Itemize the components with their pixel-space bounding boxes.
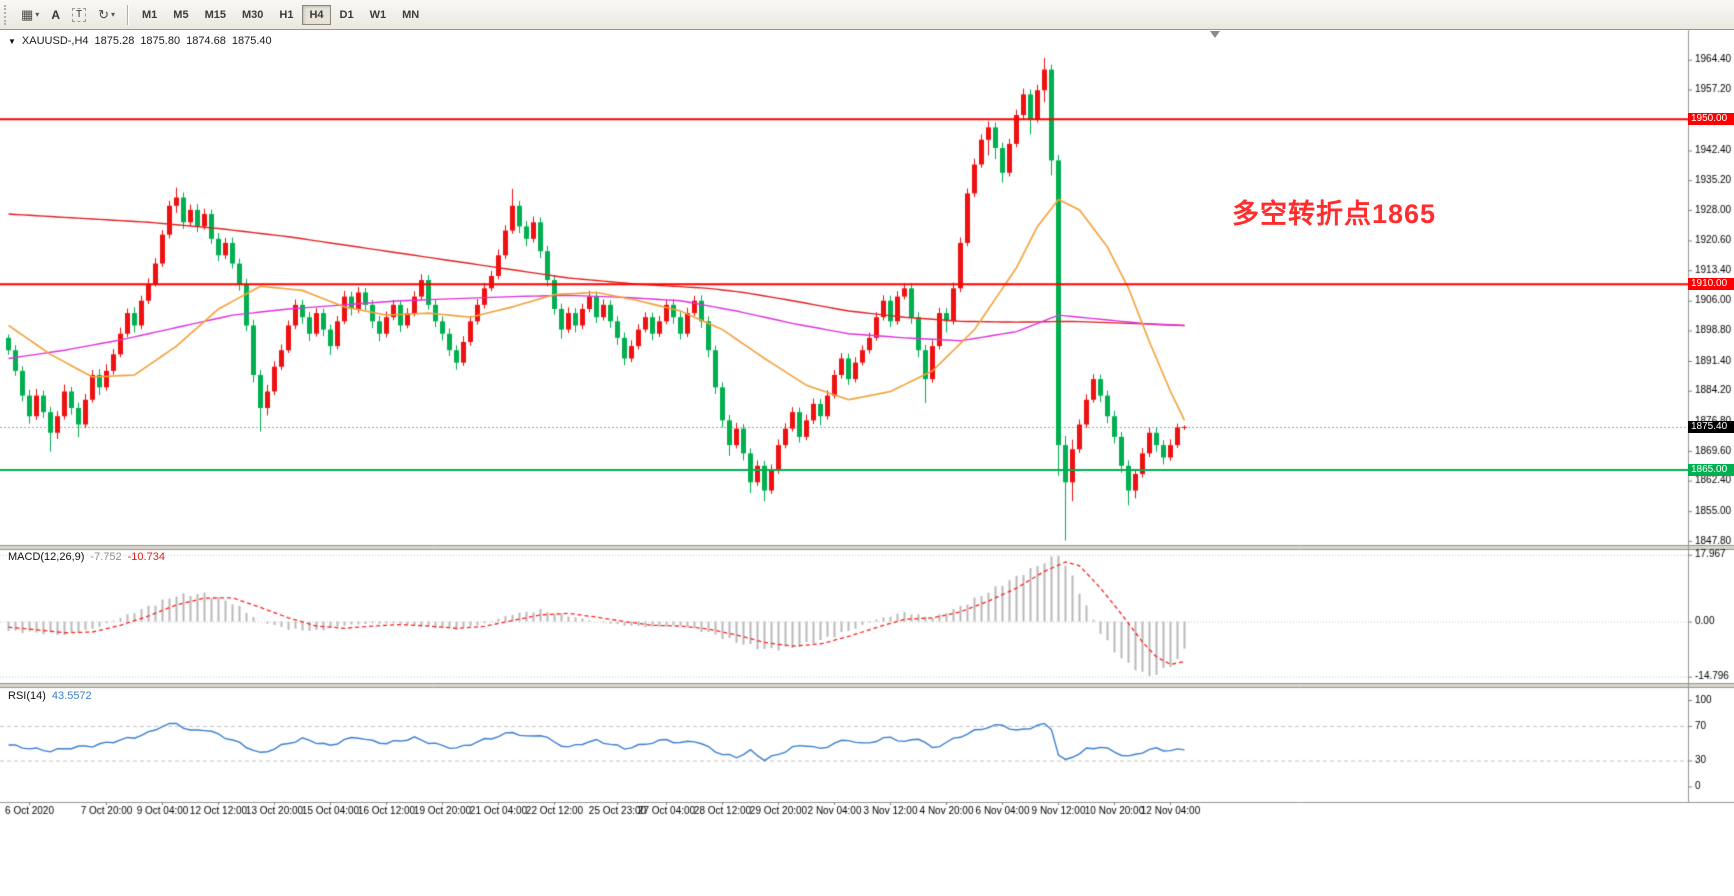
timeframe-d1-button[interactable]: D1: [333, 5, 361, 25]
rsi-name: RSI(14): [8, 690, 46, 702]
grid-icon: ▦: [21, 7, 34, 22]
ohlc-close: 1875.40: [231, 35, 272, 47]
ohlc-low: 1874.68: [186, 35, 226, 47]
timeframe-m15-button[interactable]: M15: [198, 5, 233, 25]
ohlc-open: 1875.28: [94, 35, 135, 47]
hline-price-tag-1910[interactable]: 1910.00: [1688, 278, 1734, 291]
text-tool-button[interactable]: A: [46, 4, 65, 26]
timeframe-m5-button[interactable]: M5: [166, 5, 195, 25]
macd-main-value: -7.752: [90, 551, 122, 563]
timeframe-h4-button[interactable]: H4: [302, 4, 331, 25]
symbol-collapse-icon[interactable]: ▼: [8, 36, 16, 46]
chart-annotation-text[interactable]: 多空转折点1865: [1232, 199, 1437, 229]
timeframe-m1-button[interactable]: M1: [135, 5, 164, 25]
label-tool-button[interactable]: T: [67, 4, 91, 26]
hline-price-tag-1865[interactable]: 1865.00: [1688, 463, 1734, 476]
ohlc-high: 1875.80: [140, 35, 181, 47]
timeframe-w1-button[interactable]: W1: [363, 5, 394, 25]
timeframe-m30-button[interactable]: M30: [235, 5, 270, 25]
symbol-period-label: XAUUSD-,H4: [21, 35, 89, 47]
hline-price-tag-1950[interactable]: 1950.00: [1688, 113, 1734, 126]
text-a-icon: A: [51, 7, 60, 22]
toolbar-separator: [127, 4, 129, 25]
macd-signal-value: -10.734: [127, 551, 165, 563]
text-t-icon: T: [71, 7, 87, 22]
macd-label: MACD(12,26,9) -7.752 -10.734: [8, 551, 165, 563]
caret-down-icon: ▾: [35, 10, 40, 19]
arrows-tool-button[interactable]: ↻ ▾: [93, 4, 120, 26]
caret-down-icon: ▾: [111, 10, 116, 19]
chart-shift-marker[interactable]: [1210, 31, 1220, 38]
macd-name: MACD(12,26,9): [8, 551, 85, 563]
chart-legend: ▼ XAUUSD-,H4 1875.28 1875.80 1874.68 187…: [8, 35, 272, 47]
rsi-label: RSI(14) 43.5572: [8, 690, 92, 702]
rsi-value: 43.5572: [51, 690, 92, 702]
main-toolbar: ▦ ▾ A T ↻ ▾ M1 M5 M15 M30 H1 H4 D1 W1 MN: [0, 0, 1734, 30]
current-price-tag: 1875.40: [1688, 420, 1734, 433]
toolbar-grip[interactable]: [4, 4, 10, 25]
timeframe-mn-button[interactable]: MN: [395, 5, 426, 25]
arrows-icon: ↻: [98, 7, 109, 22]
timeframe-h1-button[interactable]: H1: [272, 5, 300, 25]
chart-grid-tool-button[interactable]: ▦ ▾: [16, 4, 44, 26]
